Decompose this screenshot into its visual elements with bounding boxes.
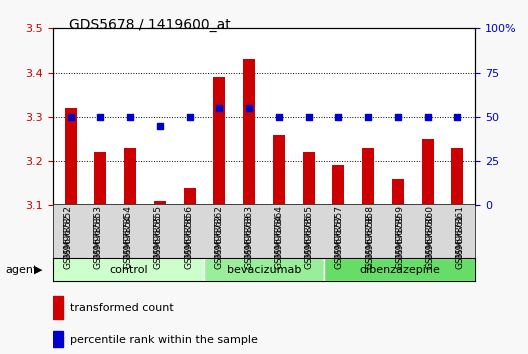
Text: GSM967865: GSM967865 <box>305 214 314 269</box>
Bar <box>333 165 344 354</box>
Text: GSM967855: GSM967855 <box>154 214 163 269</box>
Bar <box>65 108 77 354</box>
Bar <box>451 148 463 354</box>
Text: ▶: ▶ <box>34 265 43 275</box>
Text: GSM967855: GSM967855 <box>154 205 163 259</box>
Point <box>364 114 372 120</box>
Text: GSM967861: GSM967861 <box>456 205 465 259</box>
Point <box>453 114 461 120</box>
Text: agent: agent <box>5 265 37 275</box>
Text: GSM967860: GSM967860 <box>426 205 435 259</box>
Point <box>215 105 223 111</box>
Text: GSM967865: GSM967865 <box>305 205 314 259</box>
Bar <box>124 148 136 354</box>
Text: control: control <box>109 265 147 275</box>
Text: GSM967853: GSM967853 <box>93 214 102 269</box>
Bar <box>273 135 285 354</box>
Point <box>156 123 164 129</box>
Text: GSM967862: GSM967862 <box>214 205 223 259</box>
FancyBboxPatch shape <box>324 258 475 281</box>
Point <box>126 114 134 120</box>
Text: GSM967856: GSM967856 <box>184 214 193 269</box>
Point <box>423 114 432 120</box>
Text: GSM967857: GSM967857 <box>335 214 344 269</box>
Bar <box>53 296 63 319</box>
Text: GSM967863: GSM967863 <box>244 214 253 269</box>
Bar <box>243 59 255 354</box>
Text: percentile rank within the sample: percentile rank within the sample <box>70 335 258 345</box>
Text: GSM967864: GSM967864 <box>275 205 284 259</box>
Point <box>185 114 194 120</box>
Bar <box>303 152 315 354</box>
Text: GDS5678 / 1419600_at: GDS5678 / 1419600_at <box>69 18 230 32</box>
FancyBboxPatch shape <box>204 258 324 281</box>
Text: GSM967853: GSM967853 <box>93 205 102 259</box>
Bar <box>95 152 106 354</box>
Bar <box>362 148 374 354</box>
Text: dibenzazepine: dibenzazepine <box>360 265 440 275</box>
Text: GSM967861: GSM967861 <box>456 214 465 269</box>
Point <box>96 114 105 120</box>
Point <box>334 114 343 120</box>
FancyBboxPatch shape <box>53 258 204 281</box>
Text: bevacizumab: bevacizumab <box>227 265 301 275</box>
Text: GSM967852: GSM967852 <box>63 205 72 259</box>
Text: GSM967854: GSM967854 <box>124 205 133 259</box>
Point <box>275 114 283 120</box>
Text: GSM967862: GSM967862 <box>214 214 223 269</box>
Bar <box>422 139 433 354</box>
Point <box>67 114 75 120</box>
Text: GSM967860: GSM967860 <box>426 214 435 269</box>
Text: GSM967852: GSM967852 <box>63 214 72 269</box>
Bar <box>392 179 404 354</box>
Text: GSM967859: GSM967859 <box>395 205 404 259</box>
Point <box>245 105 253 111</box>
Point <box>305 114 313 120</box>
Bar <box>53 331 63 347</box>
Text: GSM967863: GSM967863 <box>244 205 253 259</box>
Text: GSM967857: GSM967857 <box>335 205 344 259</box>
Text: GSM967859: GSM967859 <box>395 214 404 269</box>
Bar <box>184 188 195 354</box>
Text: transformed count: transformed count <box>70 303 173 313</box>
Text: GSM967864: GSM967864 <box>275 214 284 269</box>
Text: GSM967856: GSM967856 <box>184 205 193 259</box>
Point <box>394 114 402 120</box>
Text: GSM967854: GSM967854 <box>124 214 133 269</box>
Text: GSM967858: GSM967858 <box>365 214 374 269</box>
Bar <box>213 77 225 354</box>
Bar <box>154 201 166 354</box>
Text: GSM967858: GSM967858 <box>365 205 374 259</box>
